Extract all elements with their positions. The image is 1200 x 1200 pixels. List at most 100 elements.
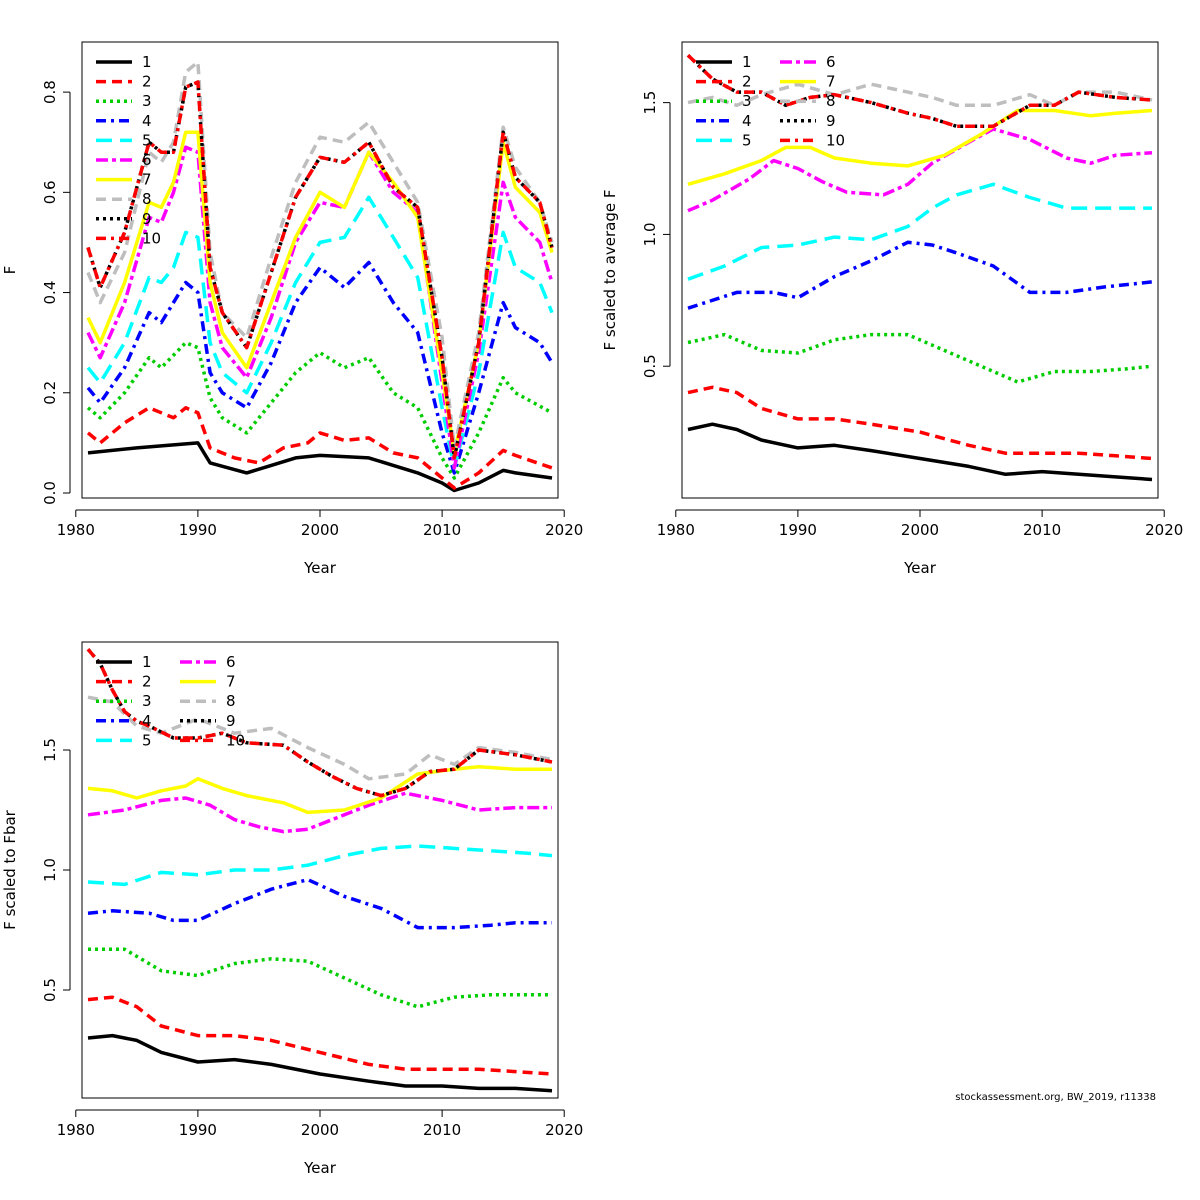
plot-frame <box>681 41 1159 499</box>
x-tick-label: 2000 <box>301 521 339 539</box>
y-tick-label: 0.5 <box>41 978 59 1002</box>
series-line-4 <box>687 240 1153 310</box>
y-axis-label: F scaled to average F <box>601 190 619 351</box>
series-line-7 <box>687 108 1153 186</box>
x-tick-label: 1990 <box>179 521 217 539</box>
x-tick-label: 1980 <box>57 1121 95 1139</box>
y-axis-label: F scaled to Fbar <box>1 809 19 930</box>
series-line-7 <box>87 765 552 815</box>
x-tick-label: 2010 <box>1023 521 1061 539</box>
x-tick-label: 2010 <box>423 1121 461 1139</box>
legend-label-9: 9 <box>226 712 236 730</box>
y-tick-label: 0.8 <box>41 80 59 104</box>
legend-label-1: 1 <box>742 53 752 71</box>
legend-label-6: 6 <box>226 653 236 671</box>
y-tick-label: 1.5 <box>641 91 659 115</box>
series-line-8 <box>87 695 553 781</box>
legend-label-3: 3 <box>142 692 152 710</box>
legend-label-10: 10 <box>142 229 161 247</box>
legend-label-4: 4 <box>142 112 152 130</box>
series-line-3 <box>687 332 1153 384</box>
series-line-8 <box>86 60 554 450</box>
plot-frame <box>81 641 559 1099</box>
legend-label-5: 5 <box>742 131 752 149</box>
legend-label-3: 3 <box>142 92 152 110</box>
plot-frame <box>81 41 559 499</box>
legend-label-2: 2 <box>142 73 152 91</box>
series-line-4 <box>86 260 554 475</box>
y-tick-label: 0.5 <box>641 354 659 378</box>
y-tick-label: 0.4 <box>41 281 59 305</box>
legend-label-5: 5 <box>142 731 152 749</box>
series-line-10 <box>86 648 553 798</box>
y-tick-label: 0.0 <box>41 481 59 505</box>
legend-label-2: 2 <box>742 73 752 91</box>
series-line-9 <box>86 648 553 798</box>
y-tick-label: 1.0 <box>41 858 59 882</box>
legend-label-8: 8 <box>142 190 152 208</box>
series-line-1 <box>87 1033 553 1093</box>
x-tick-label: 2000 <box>301 1121 339 1139</box>
series-line-6 <box>87 791 552 834</box>
legend-label-6: 6 <box>142 151 152 169</box>
series-line-1 <box>87 441 553 493</box>
y-tick-label: 0.2 <box>41 381 59 405</box>
y-axis-label: F <box>1 266 19 275</box>
legend-label-3: 3 <box>742 92 752 110</box>
legend-label-10: 10 <box>826 131 845 149</box>
legend: 1 23 45 6 78 910 <box>696 53 845 149</box>
series-line-5 <box>86 195 554 470</box>
credit-text: stockassessment.org, BW_2019, r11338 <box>955 1092 1156 1103</box>
chart-panel-2: 1980 1990 2000 2010 2020 Year 0.5 1.0 1.5 F scale… <box>601 41 1183 577</box>
legend: 1 23 45 6 78 910 <box>96 653 245 749</box>
legend-label-9: 9 <box>826 112 836 130</box>
series-line-3 <box>86 340 553 480</box>
legend-label-10: 10 <box>226 731 245 749</box>
series-line-7 <box>86 130 554 455</box>
x-tick-label: 2020 <box>545 521 583 539</box>
legend-label-8: 8 <box>826 92 836 110</box>
y-tick-label: 1.5 <box>41 738 59 762</box>
legend-label-8: 8 <box>226 692 236 710</box>
series-line-2 <box>687 385 1153 461</box>
series-line-6 <box>687 127 1153 213</box>
x-axis-label: Year <box>303 559 337 577</box>
x-tick-label: 2010 <box>423 521 461 539</box>
chart-panel-1: 1980 1990 2000 2010 2020 Year 0.0 0.2 0.4 0.6 0.8 F… <box>1 41 583 577</box>
series-line-3 <box>88 947 552 1009</box>
legend: 1 23 45 6 78 910 <box>96 53 161 247</box>
x-tick-label: 1990 <box>779 521 817 539</box>
series-line-2 <box>87 995 553 1076</box>
chart-panel-3: 1980 1990 2000 2010 2020 Year 0.5 1.0 1.5 F scale… <box>1 641 583 1177</box>
legend-label-5: 5 <box>142 131 152 149</box>
x-axis-label: Year <box>303 1159 337 1177</box>
series-line-10 <box>86 80 554 460</box>
x-tick-label: 1990 <box>179 1121 217 1139</box>
series-line-8 <box>687 82 1153 108</box>
x-tick-label: 1980 <box>657 521 695 539</box>
series-line-10 <box>686 53 1153 129</box>
series-line-5 <box>87 844 553 887</box>
legend-label-1: 1 <box>142 653 152 671</box>
series-line-6 <box>86 145 554 470</box>
y-tick-label: 1.0 <box>641 222 659 246</box>
x-axis-label: Year <box>903 559 937 577</box>
legend-label-7: 7 <box>226 673 236 691</box>
series-line-4 <box>87 877 552 930</box>
y-tick-label: 0.6 <box>41 180 59 204</box>
legend-label-4: 4 <box>742 112 752 130</box>
x-tick-label: 2000 <box>901 521 939 539</box>
series-line-2 <box>86 406 553 490</box>
x-tick-label: 1980 <box>57 521 95 539</box>
legend-label-6: 6 <box>826 53 836 71</box>
legend-label-1: 1 <box>142 53 152 71</box>
x-tick-label: 2020 <box>545 1121 583 1139</box>
legend-label-7: 7 <box>142 171 152 189</box>
legend-label-2: 2 <box>142 673 152 691</box>
legend-label-7: 7 <box>826 73 836 91</box>
legend-label-4: 4 <box>142 712 152 730</box>
series-line-1 <box>687 422 1153 482</box>
series-line-5 <box>687 182 1152 281</box>
legend-label-9: 9 <box>142 210 152 228</box>
